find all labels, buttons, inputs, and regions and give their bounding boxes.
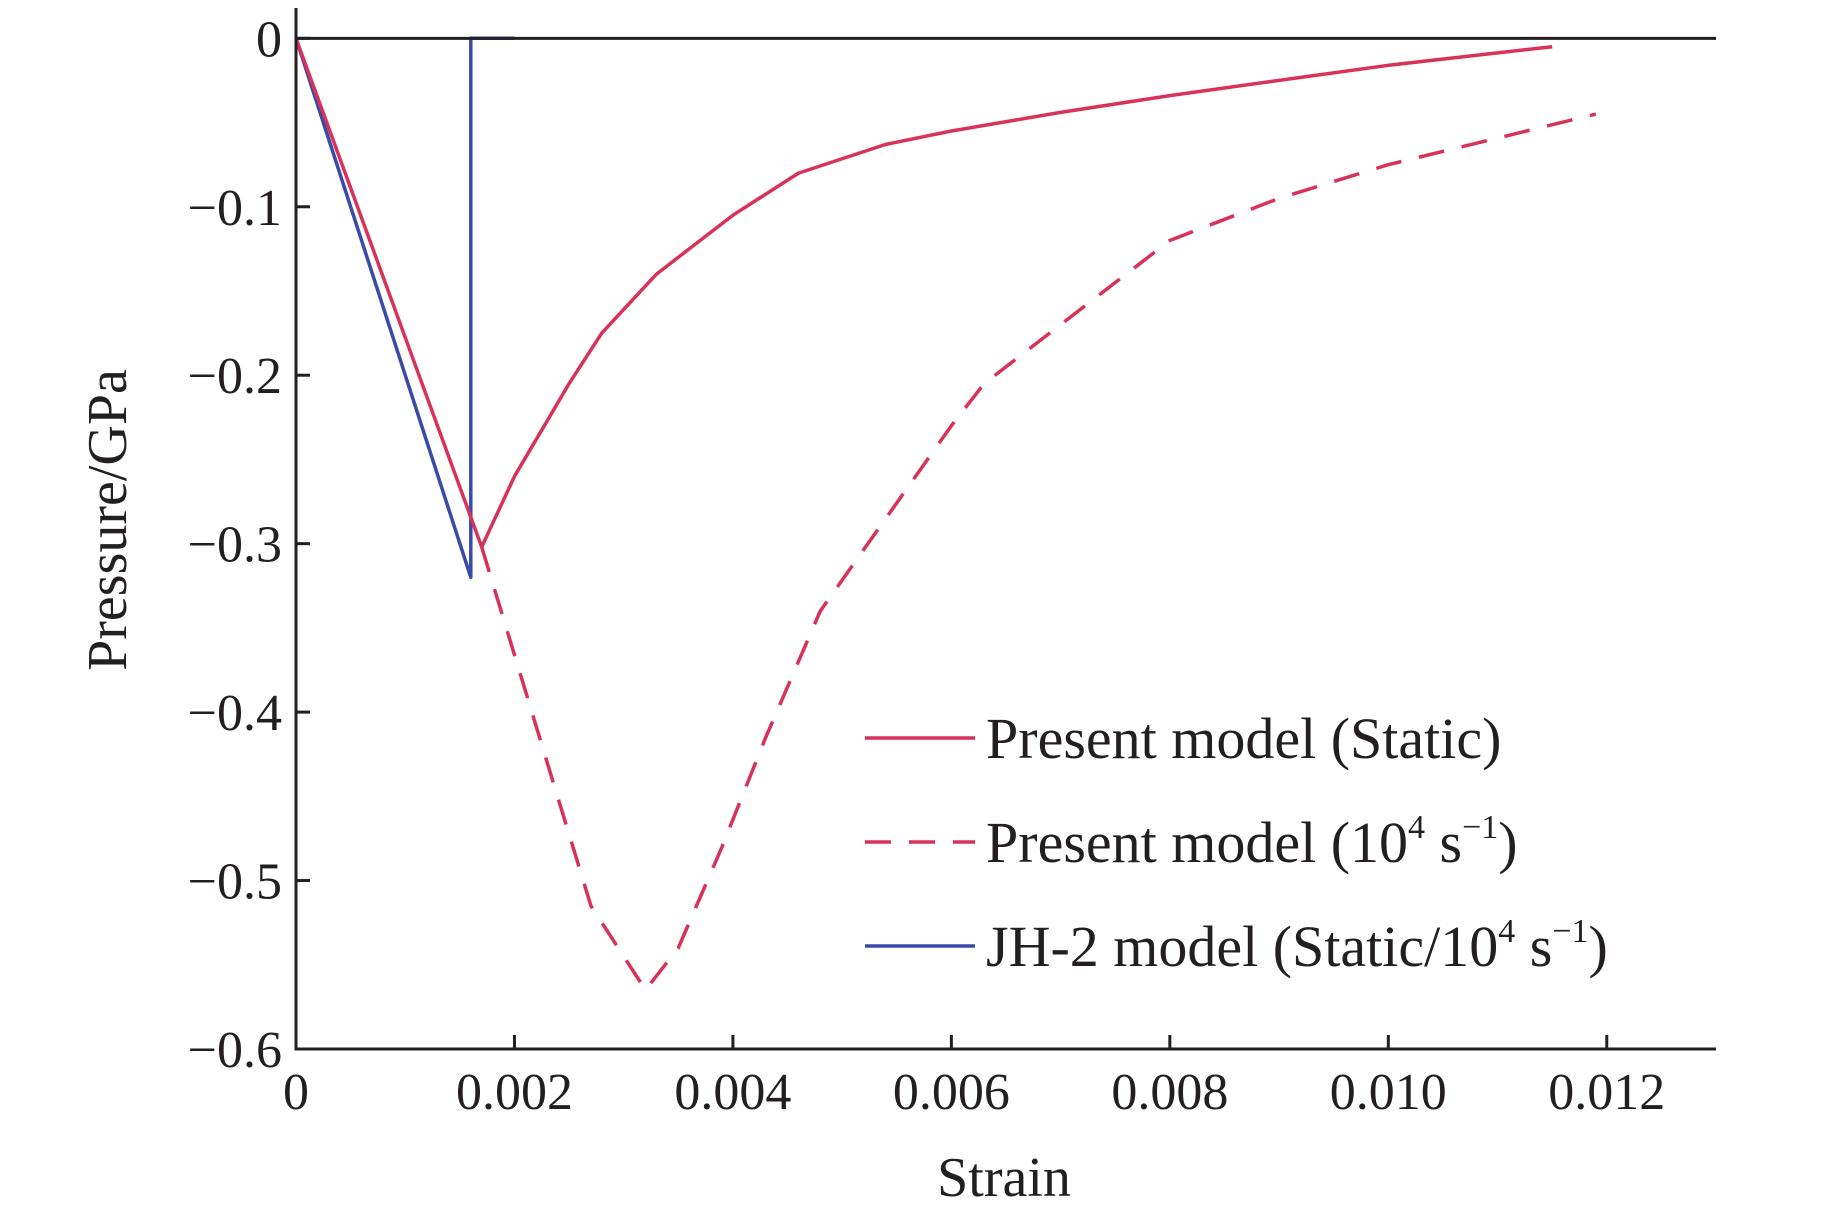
x-tick-label: 0.002 (456, 1064, 573, 1121)
x-axis-ticks: 0 0.002 0.004 0.006 0.008 0.010 0.012 (283, 1035, 1665, 1121)
y-tick-label: −0.5 (188, 854, 282, 911)
x-tick-label: 0 (283, 1064, 309, 1121)
y-axis-title: Pressure/GPa (77, 369, 139, 671)
y-tick-label: −0.6 (188, 1022, 282, 1079)
series-line-present-dynamic (480, 112, 1597, 992)
series-line-present-static (294, 37, 1553, 549)
y-tick-label: −0.1 (188, 180, 282, 237)
y-tick-label: −0.3 (188, 517, 282, 574)
series-line-jh2 (294, 36, 515, 580)
x-tick-label: 0.010 (1330, 1064, 1447, 1121)
x-tick-label: 0.006 (893, 1064, 1010, 1121)
legend-label-dynamic: Present model (104 s−1) (986, 809, 1518, 875)
y-tick-label: 0 (256, 11, 282, 68)
legend: Present model (Static) Present model (10… (865, 706, 1608, 979)
x-tick-label: 0.012 (1548, 1064, 1665, 1121)
x-tick-label: 0.004 (674, 1064, 791, 1121)
axes-frame (294, 8, 1716, 1051)
y-tick-label: −0.2 (188, 348, 282, 405)
x-tick-label: 0.008 (1111, 1064, 1228, 1121)
legend-label-jh2: JH-2 model (Static/104 s−1) (986, 913, 1608, 979)
x-axis-title: Strain (937, 1147, 1071, 1209)
y-axis-ticks: 0 −0.1 −0.2 −0.3 −0.4 −0.5 −0.6 (188, 11, 310, 1079)
y-tick-label: −0.4 (188, 685, 282, 742)
legend-label-static: Present model (Static) (986, 706, 1501, 771)
